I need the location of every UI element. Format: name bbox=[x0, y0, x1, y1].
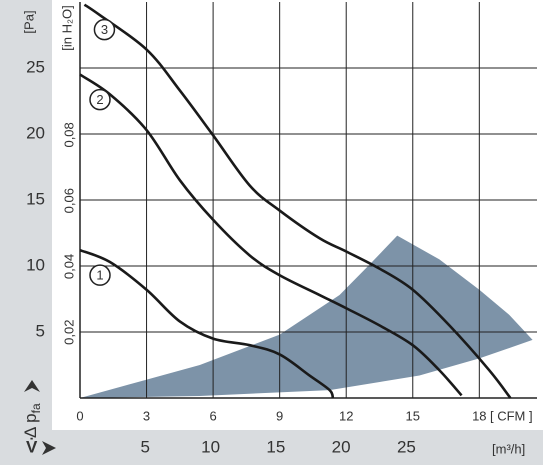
x2-arrow bbox=[42, 441, 56, 455]
curve-label: 1 bbox=[96, 268, 103, 283]
curve-label-circle bbox=[89, 264, 111, 286]
x-unit: [ CFM ] bbox=[490, 408, 533, 423]
x2-tick-label: 15 bbox=[266, 437, 285, 456]
y-arrow bbox=[24, 380, 40, 392]
x-tick-label: 15 bbox=[406, 408, 420, 423]
y-label-sub: fa bbox=[29, 403, 43, 413]
y-tick-label: 20 bbox=[26, 123, 45, 142]
x-tick-label: 3 bbox=[143, 408, 150, 423]
x2-tick-label: 25 bbox=[397, 437, 416, 456]
y2-tick-label: 0,08 bbox=[61, 122, 76, 147]
y2-tick-label: 0,04 bbox=[61, 254, 76, 279]
y-tick-label: 15 bbox=[26, 189, 45, 208]
curve-label: 3 bbox=[101, 22, 108, 37]
y2-unit: [in H₂O] bbox=[59, 5, 74, 51]
operating-region bbox=[80, 235, 533, 398]
x-tick-label: 0 bbox=[76, 408, 83, 423]
y-tick-label: 5 bbox=[36, 321, 45, 340]
x-tick-label: 9 bbox=[276, 408, 283, 423]
curve-label-circle bbox=[93, 18, 116, 41]
x2-tick-label: 10 bbox=[201, 437, 220, 456]
y-unit: [Pa] bbox=[21, 10, 36, 33]
y-label: Δ pfa bbox=[21, 403, 43, 438]
fan-curve bbox=[83, 3, 512, 399]
x2-tick-label: 5 bbox=[141, 437, 150, 456]
y-tick-label: 10 bbox=[26, 255, 45, 274]
fan-curve bbox=[79, 73, 463, 397]
fan-curve bbox=[79, 248, 335, 399]
y-label-main: Δ p bbox=[21, 413, 40, 438]
curve-label: 2 bbox=[96, 92, 103, 107]
y2-tick-label: 0,02 bbox=[61, 320, 76, 345]
x-tick-label: 12 bbox=[339, 408, 353, 423]
x2-unit: [m³/h] bbox=[492, 441, 525, 456]
x-tick-label: 6 bbox=[209, 408, 216, 423]
bottom-band bbox=[0, 430, 543, 465]
left-band bbox=[0, 0, 52, 465]
curve-label-circle bbox=[89, 88, 111, 111]
x-tick-label: 18 bbox=[472, 408, 486, 423]
y2-tick-label: 0,06 bbox=[61, 188, 76, 213]
y-tick-label: 25 bbox=[26, 57, 45, 76]
x2-tick-label: 20 bbox=[332, 437, 351, 456]
x2-label: V̇ bbox=[26, 437, 38, 456]
